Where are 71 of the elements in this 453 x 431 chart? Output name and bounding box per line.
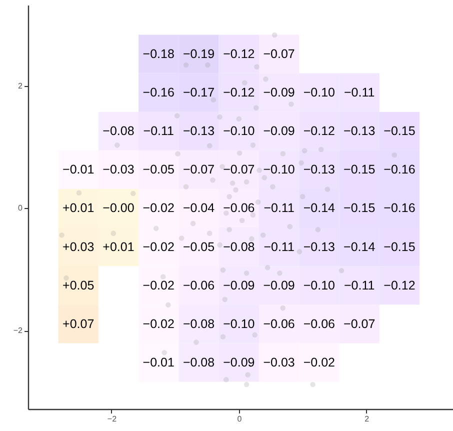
data-label: −0.02 <box>142 201 174 216</box>
data-label: −0.19 <box>182 46 215 61</box>
data-label: −0.01 <box>142 355 174 370</box>
data-label: −0.09 <box>263 124 295 138</box>
data-label: −0.08 <box>223 240 255 254</box>
data-label: −0.03 <box>263 355 295 370</box>
data-label: −0.00 <box>102 201 134 216</box>
data-label: −0.11 <box>344 278 375 292</box>
data-label: −0.12 <box>223 46 255 61</box>
data-label: −0.09 <box>223 278 255 292</box>
data-label: −0.07 <box>182 162 215 177</box>
y-tick-label: 2 <box>18 81 24 90</box>
data-label: −0.11 <box>264 201 294 216</box>
data-label: −0.15 <box>344 162 376 177</box>
data-label: −0.13 <box>344 124 376 138</box>
data-label: −0.07 <box>344 316 376 331</box>
data-label: −0.10 <box>303 86 336 100</box>
data-label: −0.15 <box>384 240 416 254</box>
data-label: +0.01 <box>102 240 134 254</box>
data-label: −0.13 <box>303 162 336 177</box>
data-label: −0.10 <box>223 124 255 138</box>
data-label: −0.06 <box>182 278 215 292</box>
data-label: −0.05 <box>142 162 174 177</box>
data-label: −0.12 <box>303 124 336 138</box>
data-label: −0.15 <box>384 124 416 138</box>
data-label: −0.16 <box>384 201 416 216</box>
data-label: −0.16 <box>384 162 416 177</box>
data-label: −0.02 <box>303 355 336 370</box>
data-label: −0.08 <box>182 355 215 370</box>
data-label: −0.07 <box>223 162 255 177</box>
data-label: −0.08 <box>182 316 215 331</box>
data-label: −0.17 <box>182 86 215 100</box>
data-label: −0.13 <box>182 124 215 138</box>
y-tick-label: 0 <box>18 204 24 213</box>
data-label: −0.18 <box>142 46 174 61</box>
data-label: −0.14 <box>344 240 376 254</box>
data-label: −0.12 <box>223 86 255 100</box>
data-label: −0.11 <box>264 240 294 254</box>
data-label: −0.09 <box>263 278 295 292</box>
data-label: −0.03 <box>102 162 134 177</box>
data-label: +0.01 <box>62 201 94 216</box>
data-label: −0.02 <box>142 240 174 254</box>
data-label: −0.06 <box>223 201 255 216</box>
data-label: −0.02 <box>142 278 174 292</box>
data-label: −0.08 <box>102 124 134 138</box>
data-label: −0.10 <box>303 278 336 292</box>
data-label: −0.02 <box>142 316 174 331</box>
data-label: −0.15 <box>344 201 376 216</box>
data-label: +0.03 <box>62 240 94 254</box>
data-label: −0.12 <box>384 278 416 292</box>
data-label: +0.07 <box>62 316 94 331</box>
data-label: −0.11 <box>344 86 375 100</box>
x-tick-label: 2 <box>364 414 370 424</box>
data-label: −0.10 <box>223 316 255 331</box>
data-label: −0.10 <box>263 162 295 177</box>
data-label: −0.16 <box>142 86 174 100</box>
data-label: −0.06 <box>303 316 336 331</box>
x-tick-label: −2 <box>107 414 118 424</box>
data-label: +0.05 <box>62 278 94 292</box>
data-label: −0.09 <box>223 355 255 370</box>
data-label: −0.06 <box>263 316 295 331</box>
data-label: −0.13 <box>303 240 336 254</box>
data-label: −0.07 <box>263 46 295 61</box>
y-tick-label: −2 <box>13 326 24 336</box>
data-label: −0.05 <box>182 240 215 254</box>
data-label: −0.09 <box>263 86 295 100</box>
data-label: −0.01 <box>62 162 94 177</box>
x-tick-label: 0 <box>237 414 242 424</box>
data-label: −0.11 <box>143 124 174 138</box>
data-label: −0.14 <box>303 201 336 216</box>
data-label: −0.04 <box>182 201 215 216</box>
